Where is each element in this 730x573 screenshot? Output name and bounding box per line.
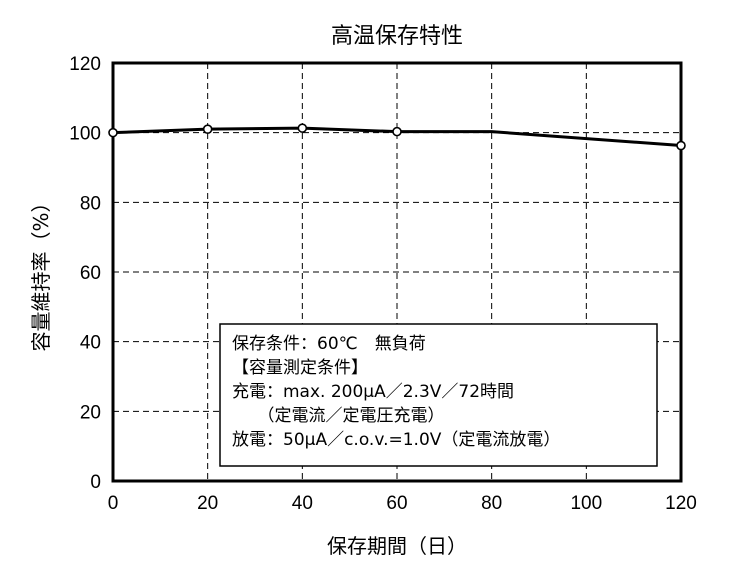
x-tick-label: 20 (197, 493, 218, 514)
annotation-line: 充電：max. 200μA／2.3V／72時間 (232, 382, 514, 402)
x-tick-label: 0 (108, 493, 119, 514)
series-line (112, 126, 682, 148)
y-tick-label: 40 (80, 333, 101, 354)
data-point (297, 123, 308, 133)
x-tick-label: 120 (665, 493, 697, 514)
y-tick-label: 120 (69, 54, 101, 75)
y-tick-label: 20 (80, 402, 101, 423)
x-axis-ticks: 0 20 40 60 80 100 120 (108, 493, 697, 514)
y-tick-label: 0 (90, 472, 101, 493)
y-axis-label: 容量維持率（%） (29, 192, 53, 351)
annotation-box: 保存条件：60℃ 無負荷【容量測定条件】充電：max. 200μA／2.3V／7… (219, 323, 658, 467)
y-tick-label: 60 (80, 263, 101, 284)
data-point (392, 126, 402, 137)
data-point (108, 127, 118, 138)
annotation-line: 放電：50μA／c.o.v.=1.0V（定電流放電） (232, 430, 560, 450)
x-tick-label: 80 (481, 493, 502, 514)
y-tick-label: 80 (80, 193, 101, 214)
annotation-lines: 保存条件：60℃ 無負荷【容量測定条件】充電：max. 200μA／2.3V／7… (232, 334, 560, 450)
y-axis-ticks: 0 20 40 60 80 100 120 (69, 54, 101, 493)
plot-frame (111, 61, 683, 483)
annotation-line: 【容量測定条件】 (232, 358, 368, 378)
x-tick-label: 60 (386, 493, 407, 514)
x-tick-label: 40 (292, 493, 313, 514)
chart-title: 高温保存特性 (331, 24, 463, 49)
data-point (202, 124, 213, 134)
annotation-frame (219, 323, 658, 467)
annotation-line: 保存条件：60℃ 無負荷 (232, 334, 426, 354)
series-group (108, 123, 686, 151)
y-tick-label: 100 (69, 124, 101, 145)
data-point (676, 140, 686, 151)
annotation-line: （定電流／定電圧充電） (232, 406, 445, 426)
x-axis-label: 保存期間（日） (327, 534, 467, 558)
x-tick-label: 100 (570, 493, 602, 514)
